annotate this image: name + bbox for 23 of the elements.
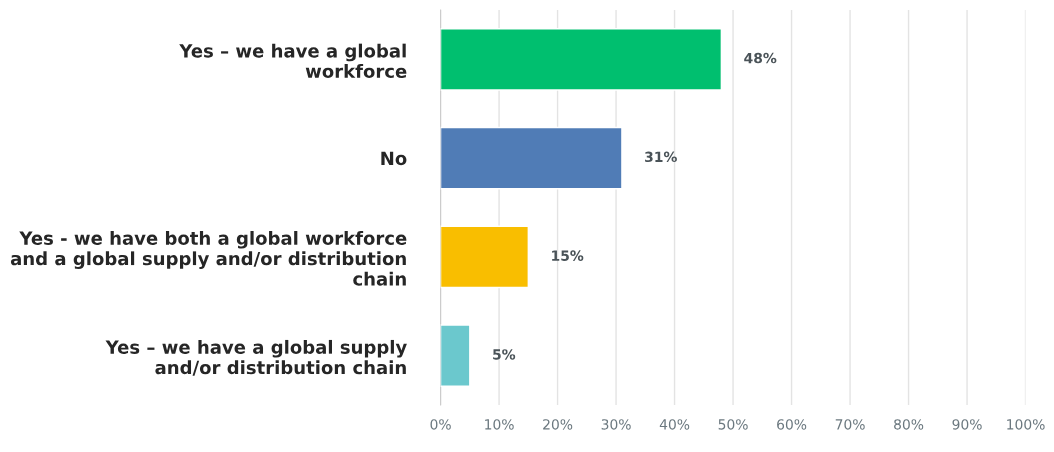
x-tick-label: 100% bbox=[1007, 419, 1045, 430]
y-tick-label: Yes - we have both a global workforce and a global supply and/or distribution chain bbox=[10, 231, 407, 286]
bar bbox=[440, 28, 723, 91]
y-tick-label: Yes – we have a global workforce bbox=[179, 43, 407, 78]
y-tick-label: No bbox=[381, 151, 407, 166]
data-label: 48% bbox=[744, 52, 777, 64]
x-tick-label: 90% bbox=[952, 419, 982, 430]
bar bbox=[440, 126, 623, 190]
x-tick-label: 40% bbox=[659, 419, 690, 430]
data-label: 5% bbox=[493, 349, 516, 360]
x-tick-label: 60% bbox=[777, 419, 807, 430]
y-tick-label: Yes – we have a global supply and/or distribution chain bbox=[105, 339, 407, 376]
x-tick-label: 10% bbox=[485, 419, 514, 430]
bar bbox=[440, 225, 530, 289]
x-tick-label: 0% bbox=[430, 419, 451, 430]
data-label: 31% bbox=[645, 151, 677, 163]
x-tick-label: 20% bbox=[543, 419, 573, 430]
bar bbox=[440, 324, 471, 387]
data-label: 15% bbox=[552, 250, 584, 261]
x-tick-label: 30% bbox=[601, 419, 631, 430]
x-tick-label: 70% bbox=[835, 419, 865, 430]
x-tick-label: 80% bbox=[894, 419, 924, 430]
x-tick-label: 50% bbox=[718, 419, 748, 430]
